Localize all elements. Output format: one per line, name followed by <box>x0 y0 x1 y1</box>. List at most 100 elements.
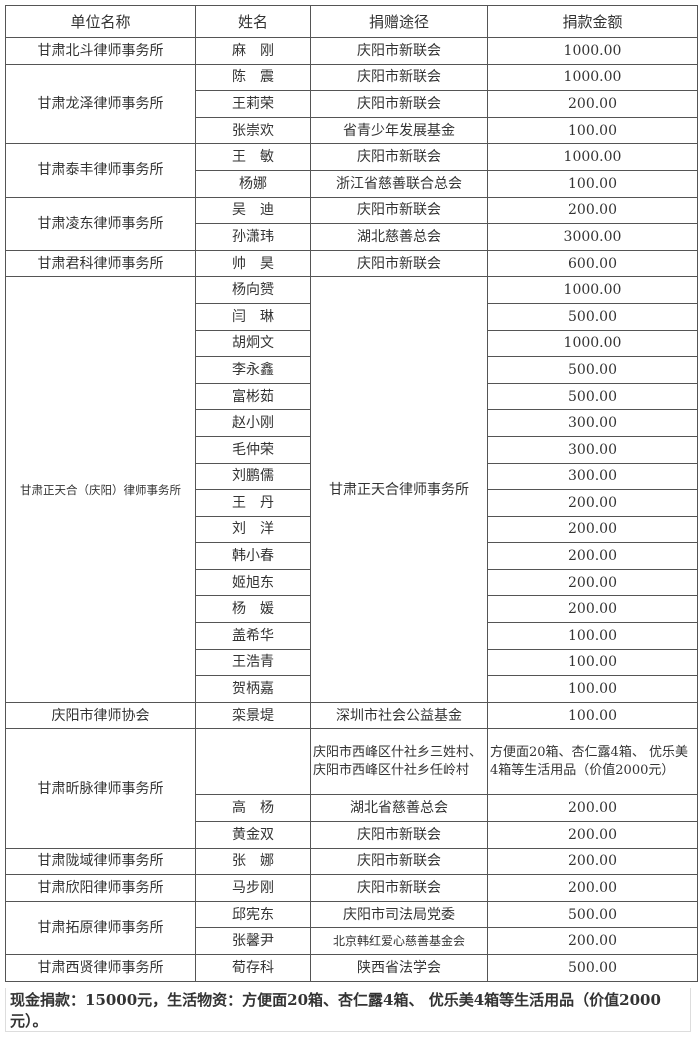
name-cell: 赵小刚 <box>195 409 311 437</box>
amount-cell: 1000.00 <box>487 143 698 171</box>
channel-cell: 庆阳市新联会 <box>310 821 488 849</box>
table-row: 闫 琳 500.00 <box>6 302 698 331</box>
unit-cell: 甘肃龙泽律师事务所 <box>5 63 196 145</box>
name-cell: 马步刚 <box>195 874 311 902</box>
amount-cell: 200.00 <box>487 489 698 517</box>
channel-cell: 湖北省慈善总会 <box>310 794 488 823</box>
name-cell: 王 敏 <box>195 143 311 171</box>
name-cell: 胡炯文 <box>195 329 311 358</box>
name-cell: 姬旭东 <box>195 568 311 597</box>
name-cell <box>195 728 311 796</box>
amount-cell: 方便面20箱、杏仁露4箱、 优乐美4箱等生活用品（价值2000元） <box>487 728 698 796</box>
table-row: 王莉荣 庆阳市新联会 200.00 <box>6 90 698 118</box>
name-cell: 邱宪东 <box>195 900 311 929</box>
amount-cell: 300.00 <box>487 462 698 491</box>
table-row: 富彬茹 500.00 <box>6 382 698 411</box>
unit-cell: 庆阳市律师协会 <box>5 701 196 730</box>
amount-cell: 100.00 <box>487 116 698 145</box>
unit-cell: 甘肃正天合（庆阳）律师事务所 <box>5 276 196 703</box>
name-cell: 张崇欢 <box>195 116 311 145</box>
table-row: 王浩青 100.00 <box>6 648 698 677</box>
channel-cell: 庆阳市新联会 <box>310 90 488 118</box>
name-cell: 帅 昊 <box>195 249 311 278</box>
header-name: 姓名 <box>195 5 311 38</box>
name-cell: 李永鑫 <box>195 356 311 384</box>
amount-cell: 100.00 <box>487 648 698 677</box>
channel-cell: 庆阳市西峰区什社乡三姓村、 庆阳市西峰区什社乡任岭村 <box>310 728 488 796</box>
name-cell: 杨娜 <box>195 169 311 198</box>
channel-cell: 庆阳市新联会 <box>310 847 488 876</box>
amount-cell: 200.00 <box>487 847 698 876</box>
amount-cell: 1000.00 <box>487 63 698 92</box>
name-cell: 韩小春 <box>195 542 311 570</box>
name-cell: 盖希华 <box>195 622 311 650</box>
amount-cell: 1000.00 <box>487 37 698 65</box>
amount-cell: 3000.00 <box>487 223 698 251</box>
amount-cell: 200.00 <box>487 90 698 118</box>
channel-cell: 北京韩红爱心慈善基金会 <box>310 927 488 955</box>
table-body: 甘肃北斗律师事务所麻 刚庆阳市新联会 1000.00 甘肃龙泽律师事务所陈 震庆阳市… <box>5 37 698 982</box>
header-unit: 单位名称 <box>5 5 196 38</box>
name-cell: 刘 洋 <box>195 515 311 544</box>
table-row: 甘肃君科律师事务所帅 昊庆阳市新联会 600.00 <box>5 249 698 278</box>
amount-cell: 100.00 <box>487 675 698 703</box>
table-row: 黄金双 庆阳市新联会 200.00 <box>6 821 698 849</box>
amount-cell: 200.00 <box>487 542 698 570</box>
table-row: 甘肃凌东律师事务所吴 迪庆阳市新联会 200.00 <box>5 196 698 251</box>
amount-cell: 100.00 <box>487 169 698 198</box>
name-cell: 栾景堤 <box>195 701 311 730</box>
table-row: 甘肃拓原律师事务所 邱宪东 庆阳市司法局党委 500.00 <box>5 900 698 956</box>
unit-cell: 甘肃拓原律师事务所 <box>5 900 196 956</box>
name-cell: 陈 震 <box>195 63 311 92</box>
name-cell: 荀存科 <box>195 954 311 982</box>
name-cell: 闫 琳 <box>195 302 311 331</box>
name-cell: 张 娜 <box>195 847 311 876</box>
channel-cell: 庆阳市新联会 <box>310 196 488 225</box>
channel-cell: 庆阳市司法局党委 <box>310 900 488 929</box>
amount-cell: 1000.00 <box>487 329 698 358</box>
table-row: 杨娜 浙江省慈善联合总会 100.00 <box>6 169 698 198</box>
table-row: 张馨尹 北京韩红爱心慈善基金会 200.00 <box>6 927 698 955</box>
table-row: 甘肃欣阳律师事务所 马步刚 庆阳市新联会 200.00 <box>5 874 698 902</box>
channel-cell: 庆阳市新联会 <box>310 37 488 65</box>
channel-cell: 浙江省慈善联合总会 <box>310 169 488 198</box>
amount-cell: 500.00 <box>487 954 698 982</box>
unit-cell: 甘肃北斗律师事务所 <box>5 37 196 65</box>
table-row: 毛仲荣 300.00 <box>6 435 698 464</box>
amount-cell: 500.00 <box>487 356 698 384</box>
table-row: 姬旭东 200.00 <box>6 568 698 597</box>
table-row: 韩小春 200.00 <box>6 542 698 570</box>
channel-cell: 陕西省法学会 <box>310 954 488 982</box>
amount-cell: 200.00 <box>487 196 698 225</box>
name-cell: 王莉荣 <box>195 90 311 118</box>
header-row: 单位名称 姓名 捐赠途径 捐款金额 <box>5 5 698 38</box>
table-row: 胡炯文 1000.00 <box>6 329 698 358</box>
amount-cell: 1000.00 <box>487 276 698 304</box>
amount-cell: 200.00 <box>487 821 698 849</box>
name-cell: 张馨尹 <box>195 927 311 955</box>
table-row: 刘 洋 200.00 <box>6 515 698 544</box>
name-cell: 吴 迪 <box>195 196 311 225</box>
channel-cell: 甘肃正天合律师事务所 <box>310 276 488 703</box>
amount-cell: 200.00 <box>487 595 698 624</box>
channel-cell: 庆阳市新联会 <box>310 874 488 902</box>
header-channel: 捐赠途径 <box>310 5 488 38</box>
table-row: 甘肃北斗律师事务所麻 刚庆阳市新联会 1000.00 <box>5 37 698 65</box>
unit-cell: 甘肃陇域律师事务所 <box>5 847 196 876</box>
amount-cell: 200.00 <box>487 794 698 823</box>
table-row: 孙潇玮 湖北慈善总会 3000.00 <box>6 223 698 251</box>
table-row: 张崇欢 省青少年发展基金 100.00 <box>6 116 698 145</box>
channel-cell: 庆阳市新联会 <box>310 63 488 92</box>
amount-cell: 500.00 <box>487 382 698 411</box>
unit-cell: 甘肃西贤律师事务所 <box>5 954 196 982</box>
amount-cell: 200.00 <box>487 515 698 544</box>
table-row: 甘肃正天合（庆阳）律师事务所 杨向赟 甘肃正天合律师事务所 1000.00 <box>5 276 698 703</box>
unit-cell: 甘肃凌东律师事务所 <box>5 196 196 251</box>
name-cell: 王 丹 <box>195 489 311 517</box>
table-row: 甘肃昕脉律师事务所 庆阳市西峰区什社乡三姓村、 庆阳市西峰区什社乡任岭村 方便面20… <box>5 728 698 849</box>
amount-cell: 200.00 <box>487 874 698 902</box>
amount-cell: 500.00 <box>487 302 698 331</box>
donation-table: 单位名称 姓名 捐赠途径 捐款金额 甘肃北斗律师事务所麻 刚庆阳市新联会 1000… <box>5 5 698 982</box>
name-cell: 杨 媛 <box>195 595 311 624</box>
table-row: 甘肃泰丰律师事务所王 敏庆阳市新联会 1000.00 <box>5 143 698 198</box>
